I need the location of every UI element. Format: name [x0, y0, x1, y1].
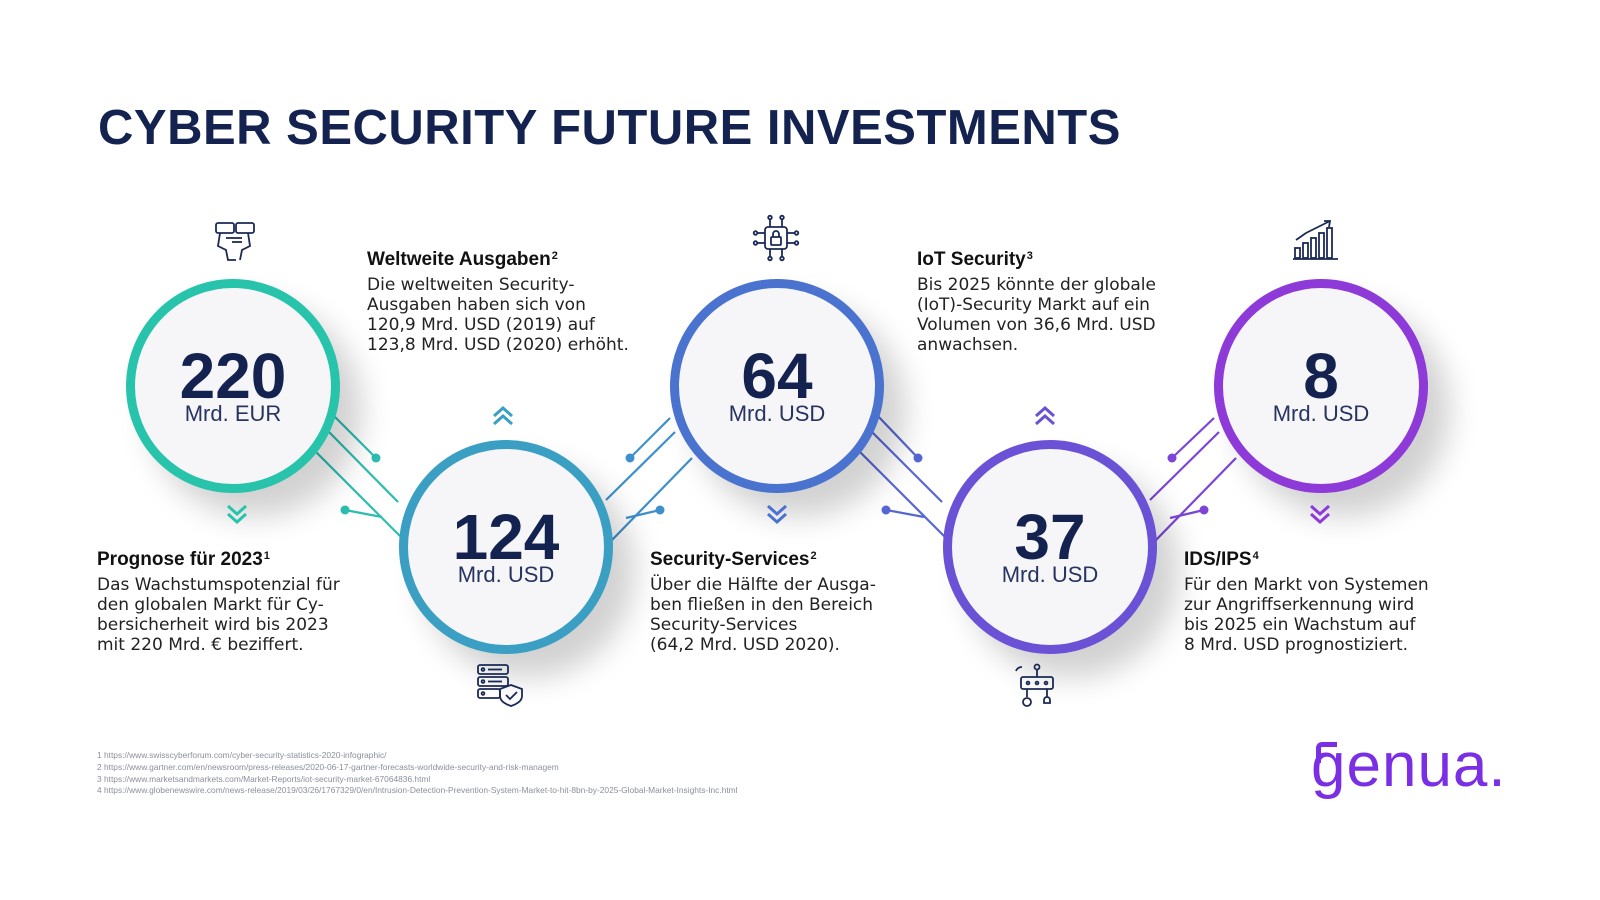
genua-logo: genua.: [1311, 731, 1507, 800]
stat-unit: Mrd. USD: [1001, 562, 1099, 587]
stat-circle-1: 220 Mrd. EUR: [126, 279, 340, 493]
stat-circle-4: 37 Mrd. USD: [943, 440, 1157, 654]
info-text: Für den Markt von Systemen zur Angriffse…: [1184, 575, 1429, 655]
footnote-4: 4 https://www.globenewswire.com/news-rel…: [97, 785, 738, 796]
footnote-ref: 3: [1026, 250, 1033, 262]
stat-unit: Mrd. USD: [728, 401, 826, 426]
stat-circle-2: 124 Mrd. USD: [399, 440, 613, 654]
stat-value: 8: [1303, 340, 1339, 412]
info-block-prognose: Prognose für 20231 Das Wachstumspotenzia…: [97, 544, 397, 655]
stat-value: 64: [741, 340, 813, 412]
stat-unit: Mrd. USD: [1272, 401, 1370, 426]
chevron-up-icon: [1035, 405, 1055, 426]
logo-mark: [1316, 742, 1337, 763]
chevron-down-icon: [1310, 504, 1330, 525]
bar-chart-growth-icon: [1293, 220, 1338, 260]
stat-circle-3: 64 Mrd. USD: [670, 279, 884, 493]
footnote-ref: 1: [263, 550, 270, 562]
info-heading: IoT Security3: [917, 249, 1033, 270]
iot-device-icon: [1015, 663, 1054, 707]
stat-unit: Mrd. USD: [457, 562, 555, 587]
info-text: Bis 2025 könnte der globale (IoT)-Securi…: [917, 275, 1156, 355]
connector-4-5: [1149, 417, 1237, 541]
stat-value: 124: [452, 501, 560, 573]
stat-value: 37: [1014, 501, 1086, 573]
stat-circle-5: 8 Mrd. USD: [1214, 279, 1428, 493]
footnote-ref: 2: [551, 250, 558, 262]
info-heading: IDS/IPS4: [1184, 549, 1259, 570]
info-heading: Weltweite Ausgaben2: [367, 249, 558, 270]
info-block-security-services: Security-Services2 Über die Hälfte der A…: [650, 544, 950, 655]
info-text: Über die Hälfte der Ausga- ben fließen i…: [650, 575, 876, 655]
footnote-ref: 2: [810, 550, 817, 562]
footnote-3: 3 https://www.marketsandmarkets.com/Mark…: [97, 773, 431, 784]
stat-value: 220: [179, 340, 287, 412]
connector-1-2: [313, 413, 407, 543]
footnote-2: 2 https://www.gartner.com/en/newsroom/pr…: [97, 761, 559, 772]
chip-lock-icon: [752, 214, 800, 262]
info-text: Das Wachstumspotenzial für den globalen …: [97, 575, 340, 655]
info-heading: Security-Services2: [650, 549, 817, 570]
footnote-ref: 4: [1252, 550, 1259, 562]
info-block-iot-security: IoT Security3 Bis 2025 könnte der global…: [917, 244, 1217, 355]
info-heading: Prognose für 20231: [97, 549, 270, 570]
chevron-down-icon: [227, 504, 247, 525]
binoculars-icon: [215, 222, 255, 261]
stat-unit: Mrd. EUR: [184, 401, 282, 426]
info-block-weltweite-ausgaben: Weltweite Ausgaben2 Die weltweiten Secur…: [367, 244, 667, 355]
connector-2-3: [605, 417, 693, 541]
connector-3-4: [857, 413, 951, 543]
info-block-ids-ips: IDS/IPS4 Für den Markt von Systemen zur …: [1184, 544, 1484, 655]
footnote-1: 1 https://www.swisscyberforum.com/cyber-…: [97, 750, 387, 760]
chevron-down-icon: [767, 504, 787, 525]
footnotes: 1 https://www.swisscyberforum.com/cyber-…: [97, 750, 738, 797]
page-title: CYBER SECURITY FUTURE INVESTMENTS: [98, 101, 1121, 155]
server-shield-icon: [477, 664, 523, 707]
chevron-up-icon: [493, 405, 513, 426]
info-text: Die weltweiten Security- Ausgaben haben …: [367, 275, 629, 355]
